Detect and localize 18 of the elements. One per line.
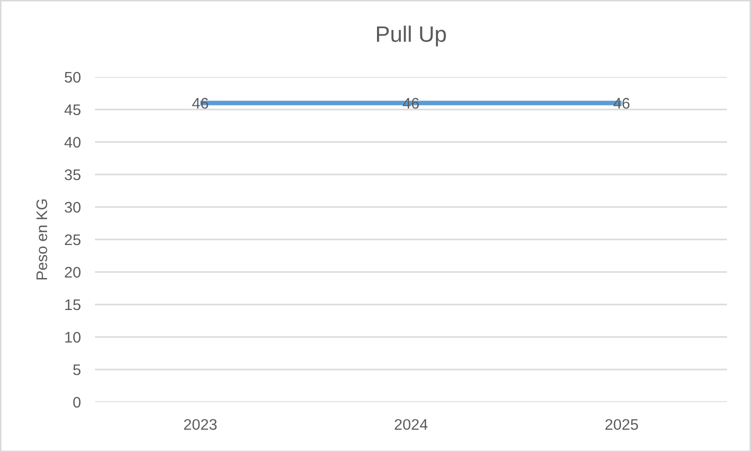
y-tick-label: 30	[64, 202, 81, 213]
data-label: 46	[192, 98, 208, 109]
y-tick-label: 45	[64, 104, 80, 116]
y-tick-label: 15	[65, 300, 80, 310]
data-label: 46	[614, 98, 630, 109]
y-tick-label: 25	[64, 234, 80, 246]
x-tick-label: 2024	[394, 419, 428, 430]
y-tick-label: 20	[64, 266, 81, 278]
y-tick-label: 10	[65, 332, 81, 343]
y-tick-label: 40	[64, 136, 81, 148]
y-axis-title: Peso en KG	[36, 199, 48, 280]
x-tick-label: 2023	[184, 419, 217, 430]
y-tick-label: 50	[64, 72, 81, 83]
x-tick-label: 2025	[605, 419, 638, 430]
chart-title: Pull Up	[377, 26, 446, 46]
y-tick-label: 35	[64, 169, 80, 180]
y-tick-label: 0	[73, 396, 81, 408]
y-tick-label: 5	[73, 364, 80, 376]
